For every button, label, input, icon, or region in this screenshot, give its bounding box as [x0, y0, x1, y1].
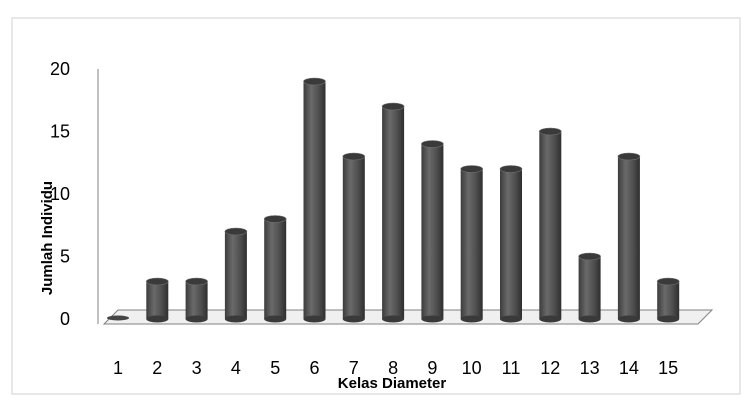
bar-top [656, 277, 680, 286]
x-tick-label: 15 [658, 358, 678, 378]
x-tick-label: 1 [113, 358, 123, 378]
x-tick-label: 3 [192, 358, 202, 378]
y-tick-label: 15 [50, 122, 70, 142]
bar-top [303, 77, 326, 86]
bar-base [146, 315, 169, 323]
x-tick-label: 11 [502, 358, 521, 378]
bar-base [539, 315, 562, 323]
bar-top [578, 252, 601, 261]
bar [342, 152, 366, 323]
x-tick-label: 4 [231, 358, 241, 378]
bar-body [185, 281, 208, 319]
x-tick-label: 9 [427, 358, 437, 378]
bar [381, 102, 405, 323]
bar-base [657, 315, 680, 323]
bar [656, 277, 680, 323]
bar-body [617, 156, 640, 319]
bar-base [421, 315, 444, 323]
bar-top [381, 102, 405, 111]
x-tick-label: 10 [462, 358, 482, 378]
x-tick-label: 14 [619, 358, 639, 378]
bar-base [185, 315, 208, 323]
bar [146, 277, 169, 323]
bar-body [539, 131, 562, 319]
x-tick-label: 13 [580, 358, 600, 378]
bar [185, 277, 208, 323]
bar-body [500, 169, 522, 319]
chart-frame-border [11, 17, 741, 395]
bar-top [421, 140, 444, 148]
bar-body [224, 231, 247, 319]
x-tick-label: 2 [152, 358, 162, 378]
bar-top [107, 315, 129, 321]
bar-top [342, 152, 366, 161]
bar [421, 140, 444, 323]
bar-top [185, 277, 208, 286]
bar-top [224, 227, 248, 236]
bar [303, 77, 326, 323]
y-tick-label: 5 [60, 247, 70, 267]
y-tick-label: 20 [50, 59, 70, 79]
bar-body [578, 256, 601, 319]
bar [224, 227, 248, 323]
bar [460, 165, 484, 323]
x-tick-label: 8 [388, 358, 398, 378]
x-tick-label: 5 [270, 358, 280, 378]
x-tick-label: 12 [540, 358, 560, 378]
bar [499, 165, 523, 323]
bar-base [460, 315, 483, 323]
bar-top [499, 165, 523, 173]
bar [107, 315, 129, 321]
bar-body [303, 81, 326, 319]
bar-body [382, 106, 405, 319]
bar [578, 252, 601, 323]
bar-body [460, 169, 483, 319]
bar-top [146, 277, 169, 286]
bar [538, 127, 562, 323]
y-tick-label: 10 [50, 184, 70, 204]
bar-body [146, 281, 169, 319]
bar-top [263, 215, 287, 223]
bar-top [538, 127, 562, 136]
x-tick-label: 6 [309, 358, 319, 378]
bar-base [617, 315, 640, 323]
bar-body [657, 281, 680, 319]
bar-base [500, 315, 522, 323]
y-tick-label: 0 [60, 309, 70, 329]
bar-top [460, 165, 484, 173]
bar-top [617, 152, 641, 161]
bar-base [382, 315, 405, 323]
bar-body [342, 156, 365, 319]
bar-base [264, 315, 287, 323]
bar-base [578, 315, 601, 323]
bar-body [264, 219, 287, 319]
x-tick-label: 7 [349, 358, 359, 378]
bar [617, 152, 641, 323]
bar-base [342, 315, 365, 323]
bar-base [224, 315, 247, 323]
bar-body [421, 144, 444, 319]
y-axis-title: Jumlah Individu [39, 181, 56, 295]
bar-base [303, 315, 326, 323]
x-axis-title: Kelas Diameter [338, 375, 447, 392]
bar [263, 215, 287, 323]
